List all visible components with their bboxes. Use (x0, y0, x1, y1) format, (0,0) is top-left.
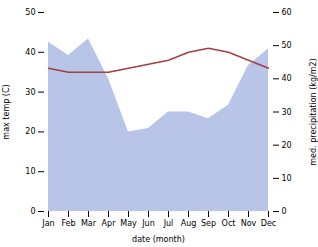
svg-text:Dec: Dec (261, 219, 276, 228)
svg-text:60: 60 (282, 8, 292, 17)
svg-text:10: 10 (282, 174, 292, 183)
svg-text:50: 50 (282, 41, 292, 50)
svg-text:30: 30 (25, 88, 35, 97)
svg-text:Jun: Jun (141, 219, 155, 228)
svg-text:Jan: Jan (41, 219, 54, 228)
svg-text:Sep: Sep (201, 219, 216, 228)
svg-text:20: 20 (25, 127, 35, 136)
svg-text:Nov: Nov (241, 219, 257, 228)
svg-text:Feb: Feb (61, 219, 75, 228)
svg-text:May: May (120, 219, 137, 228)
svg-text:Oct: Oct (222, 219, 236, 228)
svg-text:10: 10 (25, 167, 35, 176)
svg-text:Apr: Apr (102, 219, 117, 228)
svg-text:40: 40 (25, 48, 35, 57)
svg-text:max temp (C): max temp (C) (2, 84, 11, 139)
svg-text:date (month): date (month) (132, 235, 185, 244)
svg-text:0: 0 (282, 207, 287, 216)
svg-text:med. precipitation (kg/m2): med. precipitation (kg/m2) (309, 58, 318, 165)
svg-text:Jul: Jul (163, 219, 174, 228)
svg-text:Aug: Aug (181, 219, 197, 228)
svg-text:50: 50 (25, 8, 35, 17)
svg-text:40: 40 (282, 74, 292, 83)
svg-text:0: 0 (30, 207, 35, 216)
svg-text:20: 20 (282, 141, 292, 150)
svg-text:30: 30 (282, 108, 292, 117)
svg-text:Mar: Mar (81, 219, 97, 228)
